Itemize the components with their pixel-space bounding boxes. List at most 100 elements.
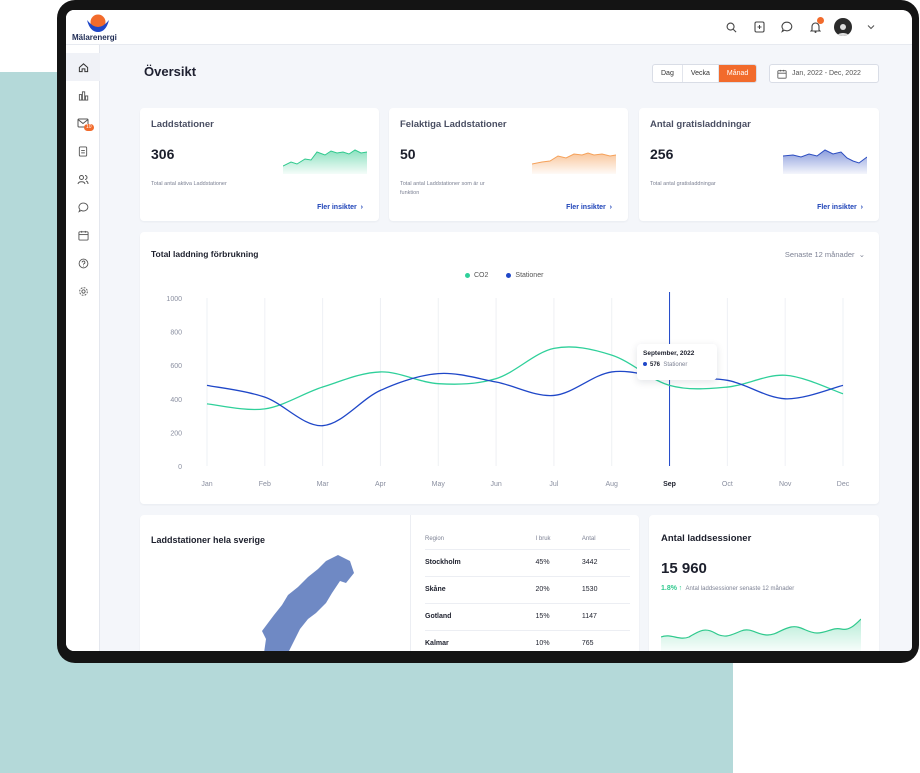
x-tick-label: Mar <box>317 481 330 488</box>
region-usage: 45% <box>535 548 582 576</box>
chevron-down-icon[interactable] <box>862 18 880 36</box>
bell-icon[interactable] <box>806 17 824 36</box>
notification-badge <box>817 17 824 24</box>
chart-legend: CO2 Stationer <box>465 272 543 279</box>
sweden-map <box>262 555 354 651</box>
kpi-description: Total antal Laddstationer som är ur funk… <box>400 181 485 196</box>
kpi-title: Felaktiga Laddstationer <box>400 119 507 130</box>
sessions-value: 15 960 <box>661 560 707 577</box>
date-range-label: Jan, 2022 - Dec, 2022 <box>792 70 861 77</box>
avatar[interactable] <box>834 18 852 36</box>
table-row[interactable]: Stockholm 45% 3442 <box>425 548 630 576</box>
chart-title: Total laddning förbrukning <box>151 249 259 259</box>
chat-icon[interactable] <box>778 18 796 36</box>
x-tick-label: Sep <box>663 481 676 488</box>
sessions-title: Antal laddsessioner <box>661 533 752 544</box>
table-row[interactable]: Gotland 15% 1147 <box>425 602 630 630</box>
table-row[interactable]: Kalmar 10% 765 <box>425 629 630 651</box>
document-add-icon[interactable] <box>750 18 768 36</box>
sidebar-item-chat[interactable] <box>66 193 100 221</box>
period-option-day[interactable]: Dag <box>653 65 683 82</box>
settings-icon <box>78 286 88 296</box>
page-title: Översikt <box>144 64 197 79</box>
sidebar-item-settings[interactable] <box>66 277 100 305</box>
home-icon <box>78 62 88 72</box>
kpi-card-laddstationer: Laddstationer 306 Total antal aktiva Lad… <box>140 108 379 221</box>
col-header-region[interactable]: Region <box>425 535 445 542</box>
more-insights-link[interactable]: Fler insikter › <box>817 204 863 211</box>
region-name: Skåne <box>425 575 536 603</box>
sidebar-item-messages[interactable]: 10 <box>66 109 100 137</box>
table-row[interactable]: Skåne 20% 1530 <box>425 575 630 603</box>
region-name: Kalmar <box>425 629 536 651</box>
calendar-icon <box>777 69 787 79</box>
col-header-count[interactable]: Antal <box>581 535 596 542</box>
x-tick-label: Feb <box>259 481 271 488</box>
kpi-value: 306 <box>151 146 175 162</box>
region-usage: 20% <box>535 575 582 603</box>
period-option-week[interactable]: Vecka <box>683 65 719 82</box>
region-count: 765 <box>581 629 630 651</box>
legend-item-stationer[interactable]: Stationer <box>506 272 543 279</box>
x-tick-label: Nov <box>779 481 792 488</box>
period-option-month[interactable]: Månad <box>718 65 757 82</box>
x-tick-label: Oct <box>722 481 733 488</box>
usage-chart-card: Total laddning förbrukning Senaste 12 må… <box>140 232 879 504</box>
x-tick-label: May <box>432 481 446 488</box>
document-icon <box>78 145 88 157</box>
x-tick-label: Jun <box>490 481 501 488</box>
messages-count-badge: 10 <box>84 124 94 131</box>
legend-item-co2[interactable]: CO2 <box>465 272 488 279</box>
date-range-picker[interactable]: Jan, 2022 - Dec, 2022 <box>769 64 879 83</box>
calendar-icon <box>77 230 89 241</box>
period-dropdown[interactable]: Senaste 12 månader ⌄ <box>784 250 865 259</box>
x-tick-label: Jan <box>201 481 212 488</box>
region-count: 1530 <box>581 575 630 603</box>
top-actions <box>722 17 880 36</box>
x-tick-label: Aug <box>605 481 618 488</box>
tooltip-date: September, 2022 <box>643 350 695 357</box>
chart-tooltip: September, 2022 576 Stationer <box>637 344 717 380</box>
region-count: 3442 <box>581 548 630 576</box>
period-toggle: Dag Vecka Månad <box>652 64 758 83</box>
kpi-sparkline <box>783 149 867 174</box>
x-tick-label: Jul <box>549 481 558 488</box>
more-insights-link[interactable]: Fler insikter › <box>317 204 363 211</box>
y-tick-label: 400 <box>170 397 182 404</box>
tooltip-row: 576 Stationer <box>643 362 711 368</box>
region-count: 1147 <box>581 602 630 630</box>
kpi-value: 256 <box>650 146 674 162</box>
kpi-description: Total antal aktiva Laddstationer <box>151 181 227 187</box>
top-bar: Mälarenergi <box>66 10 912 45</box>
kpi-value: 50 <box>400 146 416 162</box>
sidebar-item-help[interactable] <box>66 249 100 277</box>
sidebar-item-calendar[interactable] <box>66 221 100 249</box>
sidebar: 10 <box>66 45 100 651</box>
more-insights-link[interactable]: Fler insikter › <box>566 204 612 211</box>
sidebar-item-statistics[interactable] <box>66 81 100 109</box>
brand-logo[interactable]: Mälarenergi <box>72 12 118 42</box>
search-icon[interactable] <box>722 18 740 36</box>
kpi-title: Antal gratisladdningar <box>650 119 751 130</box>
usage-line-chart: 0 200 400 600 800 1000 Jan Feb Mar Apr May Jun Jul Au… <box>166 292 850 488</box>
regions-card: Laddstationer hela sverige Region I bruk… <box>140 515 639 651</box>
series-line-co2 <box>206 346 844 411</box>
sessions-change: 1.8% ↑ Antal laddsessioner senaste 12 må… <box>661 585 795 592</box>
regions-table: Region I bruk Antal Stockholm 45% 3442 S… <box>425 529 630 651</box>
sidebar-item-users[interactable] <box>66 165 100 193</box>
kpi-card-faulty-stations: Felaktiga Laddstationer 50 Total antal L… <box>389 108 628 221</box>
kpi-sparkline <box>532 152 616 174</box>
sessions-sparkline <box>661 618 861 651</box>
y-tick-label: 0 <box>178 464 182 471</box>
help-icon <box>78 258 88 268</box>
kpi-description: Total antal gratisladdningar <box>650 181 716 187</box>
card-divider <box>410 515 411 651</box>
kpi-card-free-charges: Antal gratisladdningar 256 Total antal g… <box>639 108 879 221</box>
kpi-sparkline <box>283 149 367 174</box>
sidebar-item-home[interactable] <box>66 53 100 81</box>
col-header-in-use[interactable]: I bruk <box>535 535 551 542</box>
sidebar-item-documents[interactable] <box>66 137 100 165</box>
kpi-title: Laddstationer <box>151 119 214 130</box>
mail-icon <box>77 118 89 128</box>
logo-mark-icon <box>87 14 109 32</box>
